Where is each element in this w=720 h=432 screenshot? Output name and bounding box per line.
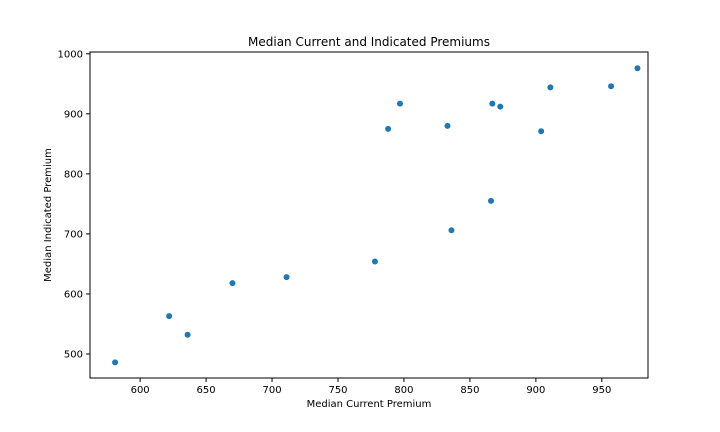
data-point xyxy=(444,122,451,129)
data-point xyxy=(229,280,236,287)
y-tick-label: 500 xyxy=(64,349,83,360)
data-point xyxy=(538,128,545,135)
data-points xyxy=(112,65,641,366)
x-axis-title: Median Current Premium xyxy=(307,399,432,410)
data-point xyxy=(489,100,496,107)
data-point xyxy=(448,227,455,234)
x-axis-ticks: 600 650 700 750 800 850 900 950 xyxy=(131,378,611,396)
x-tick-label: 950 xyxy=(592,385,611,396)
data-point xyxy=(634,65,641,72)
y-tick-label: 1000 xyxy=(58,49,83,60)
x-tick-label: 800 xyxy=(394,385,413,396)
x-tick-label: 850 xyxy=(460,385,479,396)
y-axis-ticks: 500 600 700 800 900 1000 xyxy=(58,49,90,360)
y-tick-label: 700 xyxy=(64,229,83,240)
data-point xyxy=(497,103,504,110)
data-point xyxy=(112,359,119,366)
data-point xyxy=(371,258,378,265)
chart-title: Median Current and Indicated Premiums xyxy=(248,35,490,49)
data-point xyxy=(488,197,495,204)
x-tick-label: 650 xyxy=(197,385,216,396)
x-tick-label: 600 xyxy=(131,385,150,396)
y-axis-title: Median Indicated Premium xyxy=(43,148,54,282)
x-tick-label: 900 xyxy=(526,385,545,396)
data-point xyxy=(608,83,615,90)
x-tick-label: 700 xyxy=(262,385,281,396)
data-point xyxy=(547,84,554,91)
y-tick-label: 600 xyxy=(64,289,83,300)
plot-area-frame xyxy=(89,51,649,379)
data-point xyxy=(385,125,392,132)
x-tick-label: 750 xyxy=(328,385,347,396)
data-point xyxy=(184,331,191,338)
y-tick-label: 800 xyxy=(64,169,83,180)
data-point xyxy=(166,313,173,320)
data-point xyxy=(283,274,290,281)
y-tick-label: 900 xyxy=(64,109,83,120)
data-point xyxy=(397,100,403,107)
